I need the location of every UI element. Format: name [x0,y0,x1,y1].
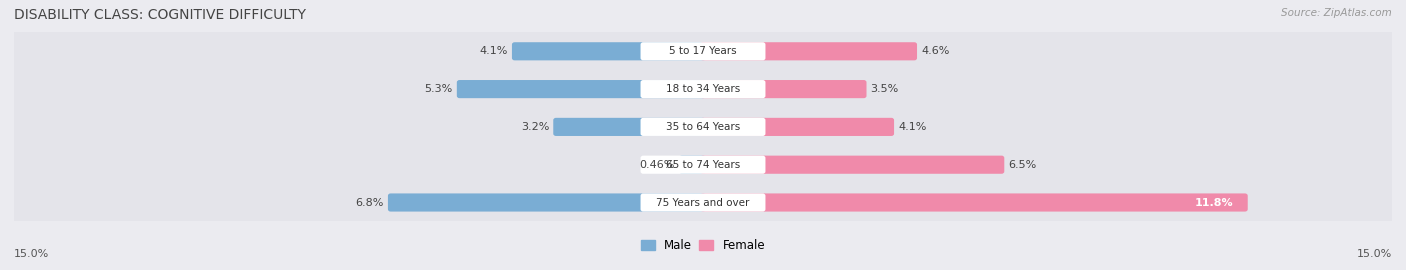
FancyBboxPatch shape [512,42,706,60]
Text: 15.0%: 15.0% [1357,249,1392,259]
Legend: Male, Female: Male, Female [636,235,770,257]
Text: 18 to 34 Years: 18 to 34 Years [666,84,740,94]
Text: 5.3%: 5.3% [425,84,453,94]
FancyBboxPatch shape [10,182,1396,223]
FancyBboxPatch shape [388,193,706,212]
FancyBboxPatch shape [700,156,1004,174]
Text: 3.2%: 3.2% [520,122,550,132]
Text: 4.1%: 4.1% [479,46,508,56]
FancyBboxPatch shape [679,156,706,174]
Text: 11.8%: 11.8% [1195,197,1233,208]
Text: 3.5%: 3.5% [870,84,898,94]
FancyBboxPatch shape [700,118,894,136]
Text: 75 Years and over: 75 Years and over [657,197,749,208]
FancyBboxPatch shape [10,31,1396,72]
FancyBboxPatch shape [10,106,1396,147]
FancyBboxPatch shape [700,42,917,60]
Text: 4.6%: 4.6% [921,46,949,56]
Text: 35 to 64 Years: 35 to 64 Years [666,122,740,132]
Text: 6.8%: 6.8% [356,197,384,208]
FancyBboxPatch shape [641,80,765,98]
FancyBboxPatch shape [10,69,1396,110]
Text: 0.46%: 0.46% [640,160,675,170]
Text: DISABILITY CLASS: COGNITIVE DIFFICULTY: DISABILITY CLASS: COGNITIVE DIFFICULTY [14,8,307,22]
Text: 5 to 17 Years: 5 to 17 Years [669,46,737,56]
FancyBboxPatch shape [641,156,765,174]
FancyBboxPatch shape [641,193,765,212]
Text: 65 to 74 Years: 65 to 74 Years [666,160,740,170]
FancyBboxPatch shape [641,42,765,60]
Text: 4.1%: 4.1% [898,122,927,132]
FancyBboxPatch shape [641,118,765,136]
FancyBboxPatch shape [700,193,1247,212]
Text: 15.0%: 15.0% [14,249,49,259]
FancyBboxPatch shape [700,80,866,98]
Text: 6.5%: 6.5% [1008,160,1036,170]
FancyBboxPatch shape [10,144,1396,185]
FancyBboxPatch shape [457,80,706,98]
FancyBboxPatch shape [554,118,706,136]
Text: Source: ZipAtlas.com: Source: ZipAtlas.com [1281,8,1392,18]
